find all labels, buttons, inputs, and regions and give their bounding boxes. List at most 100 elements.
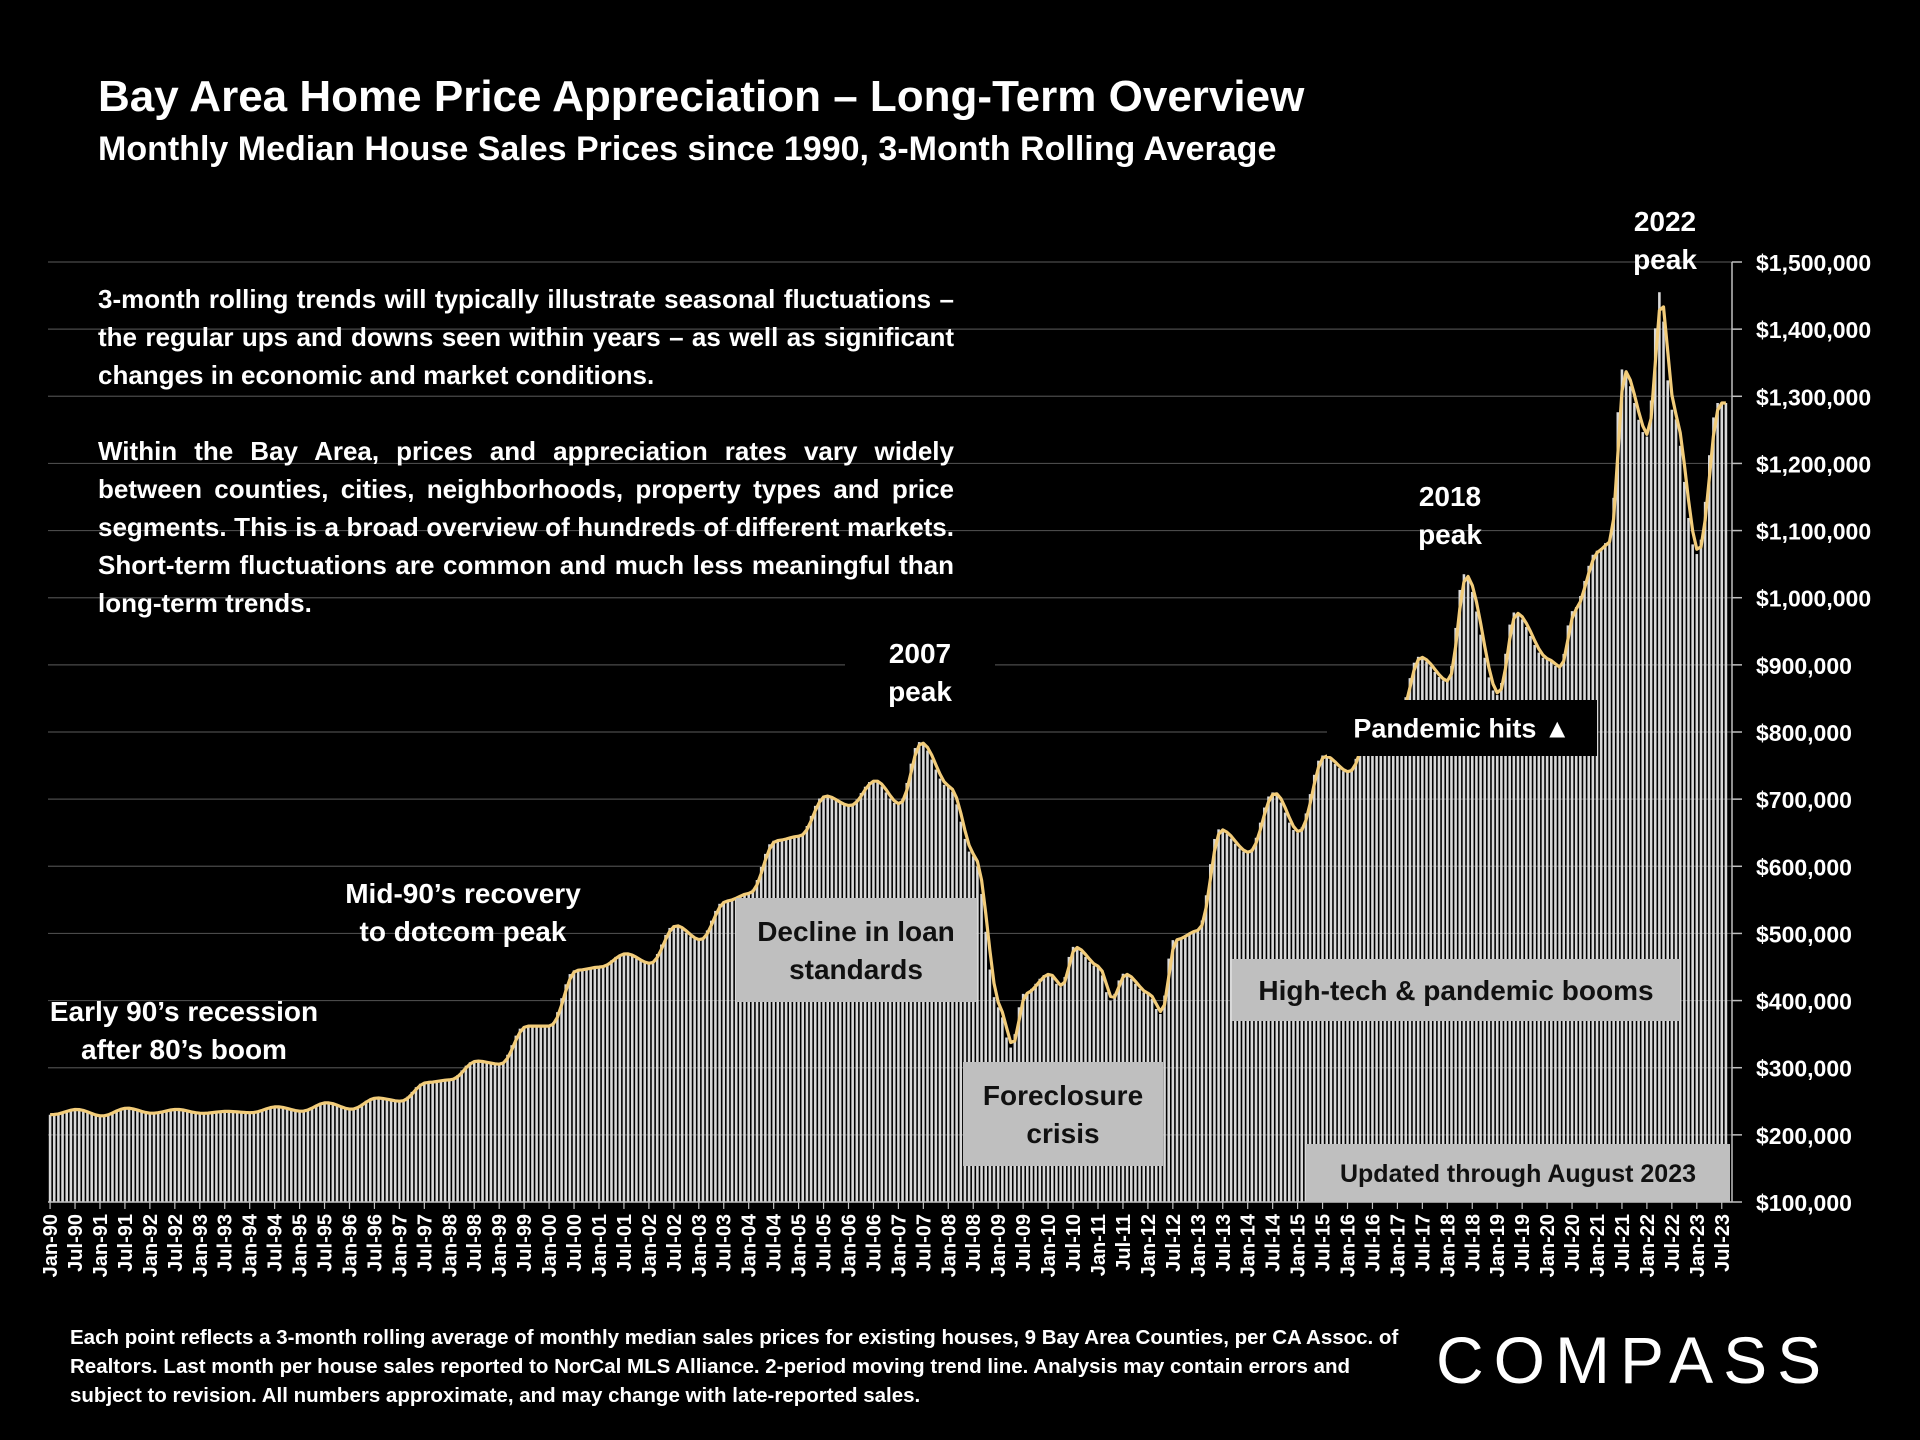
bar [689,936,692,1202]
bar [1238,848,1241,1202]
x-tick-label: Jan-90 [40,1214,62,1277]
x-tick-label: Jan-02 [639,1214,661,1277]
bar [435,1081,439,1202]
bar [1683,481,1686,1203]
bar [252,1112,256,1202]
bar [897,804,900,1202]
bar [1470,591,1474,1202]
bar [443,1079,447,1202]
bar [1163,995,1166,1202]
x-tick-label: Jul-95 [315,1214,337,1272]
bar [1242,851,1245,1202]
x-tick-label: Jan-93 [190,1214,212,1277]
annotation-hightech: High-tech & pandemic booms [1232,959,1680,1021]
annotation-box [1327,700,1597,756]
bar [368,1098,372,1202]
bar [892,802,896,1202]
x-tick-label: Jul-97 [414,1214,436,1272]
bar [1720,403,1724,1202]
x-tick-label: Jan-91 [90,1214,112,1277]
annotation-text: to dotcom peak [360,916,567,947]
annotation-box [1232,959,1680,1021]
annotation-box [845,630,995,714]
annotation-text: peak [888,676,952,707]
bar [502,1061,505,1202]
bar [1446,681,1449,1202]
bar [156,1112,160,1202]
y-tick-label: $800,000 [1756,720,1852,746]
bar [481,1061,484,1202]
y-tick-label: $1,200,000 [1756,451,1871,477]
bar [107,1114,110,1202]
bar [1188,932,1191,1202]
bar [1429,666,1432,1202]
bar [556,1012,559,1202]
bar [493,1064,497,1202]
bar [377,1098,380,1202]
bar [1508,624,1511,1202]
x-tick-label: Jul-12 [1163,1214,1185,1272]
bar [348,1109,351,1202]
annotation-peak2018: 2018 peak [1418,481,1482,550]
bar [1171,940,1175,1202]
x-tick-label: Jan-08 [938,1214,960,1277]
bar [676,926,680,1202]
bar [389,1100,393,1202]
bar [597,967,601,1202]
bar [464,1065,468,1202]
x-tick-label: Jul-07 [913,1214,935,1272]
bar [1716,403,1719,1202]
bar [585,968,588,1202]
bar [568,974,572,1202]
bar [223,1111,227,1202]
annotation-text: standards [789,954,923,985]
bar [102,1115,106,1202]
y-tick-label: $400,000 [1756,989,1852,1015]
x-tick-label: Jul-22 [1662,1214,1684,1272]
bar [967,851,971,1202]
bar [1421,658,1424,1202]
bar [1599,548,1603,1202]
bar [805,826,809,1202]
bar [127,1108,131,1202]
bar [772,840,775,1202]
bar [1225,833,1229,1202]
footnote: Each point reflects a 3-month rolling av… [70,1326,1399,1407]
bar [410,1091,414,1202]
bar [734,897,738,1202]
bar [177,1109,181,1202]
bar [1416,656,1420,1202]
bar [173,1109,177,1202]
bar [655,954,659,1202]
bar [1208,864,1212,1202]
y-tick-label: $100,000 [1756,1190,1852,1216]
bar [186,1111,189,1202]
bar [614,956,617,1202]
bar [793,836,796,1202]
bar [398,1101,401,1202]
bar [73,1109,77,1202]
chart-subtitle: Monthly Median House Sales Prices since … [98,130,1277,168]
x-tick-label: Jul-08 [963,1214,985,1272]
y-tick-label: $900,000 [1756,653,1852,679]
x-tick-label: Jan-21 [1587,1214,1609,1277]
bar [1653,328,1657,1202]
bar [531,1026,534,1202]
x-tick-label: Jul-96 [364,1214,386,1272]
bar [751,889,755,1202]
bar [626,954,630,1202]
x-tick-label: Jan-01 [589,1214,611,1277]
bar [739,895,742,1202]
bar [302,1110,306,1202]
x-tick-label: Jul-03 [714,1214,736,1272]
bar [1487,677,1491,1202]
bar [1703,501,1707,1202]
x-tick-label: Jan-13 [1188,1214,1210,1277]
bar [643,962,647,1202]
annotation-text: 2022 [1634,206,1696,237]
bar [489,1063,493,1202]
bar [1504,653,1507,1202]
y-tick-label: $1,100,000 [1756,519,1871,545]
bar [331,1104,335,1202]
annotation-text: Mid-90’s recovery [345,878,581,909]
